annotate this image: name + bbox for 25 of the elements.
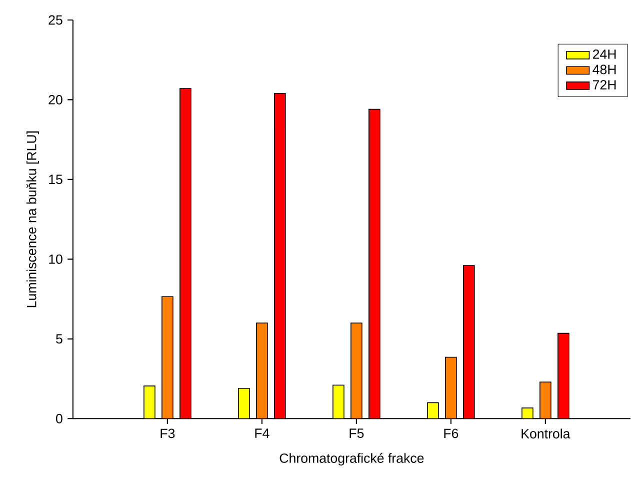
bar xyxy=(274,93,286,419)
x-tick-label: F3 xyxy=(160,428,175,438)
y-tick-label: 10 xyxy=(49,254,62,264)
y-tick-label: 0 xyxy=(56,414,62,424)
bar xyxy=(350,322,362,419)
legend-label: 48H xyxy=(592,65,616,74)
y-tick-label: 25 xyxy=(48,15,62,25)
y-axis-title: Luminiscence na buňku [RLU] xyxy=(26,132,39,308)
bar xyxy=(162,296,174,419)
bar xyxy=(180,88,192,419)
y-tick-label: 15 xyxy=(49,174,62,184)
bar xyxy=(558,333,570,419)
bar xyxy=(445,357,457,419)
x-tick-label: Kontrola xyxy=(522,428,570,439)
x-axis-title: Chromatografické frakce xyxy=(280,453,424,466)
y-tick-label: 5 xyxy=(56,334,62,344)
legend-label: 72H xyxy=(593,80,616,90)
bar xyxy=(368,109,380,419)
bar xyxy=(463,265,475,419)
legend-label: 24H xyxy=(592,50,616,60)
x-tick-label: F4 xyxy=(255,428,270,438)
x-tick-label: F5 xyxy=(350,428,364,438)
bar xyxy=(256,322,268,419)
y-tick-label: 20 xyxy=(48,95,62,105)
x-tick-label: F6 xyxy=(444,428,458,438)
